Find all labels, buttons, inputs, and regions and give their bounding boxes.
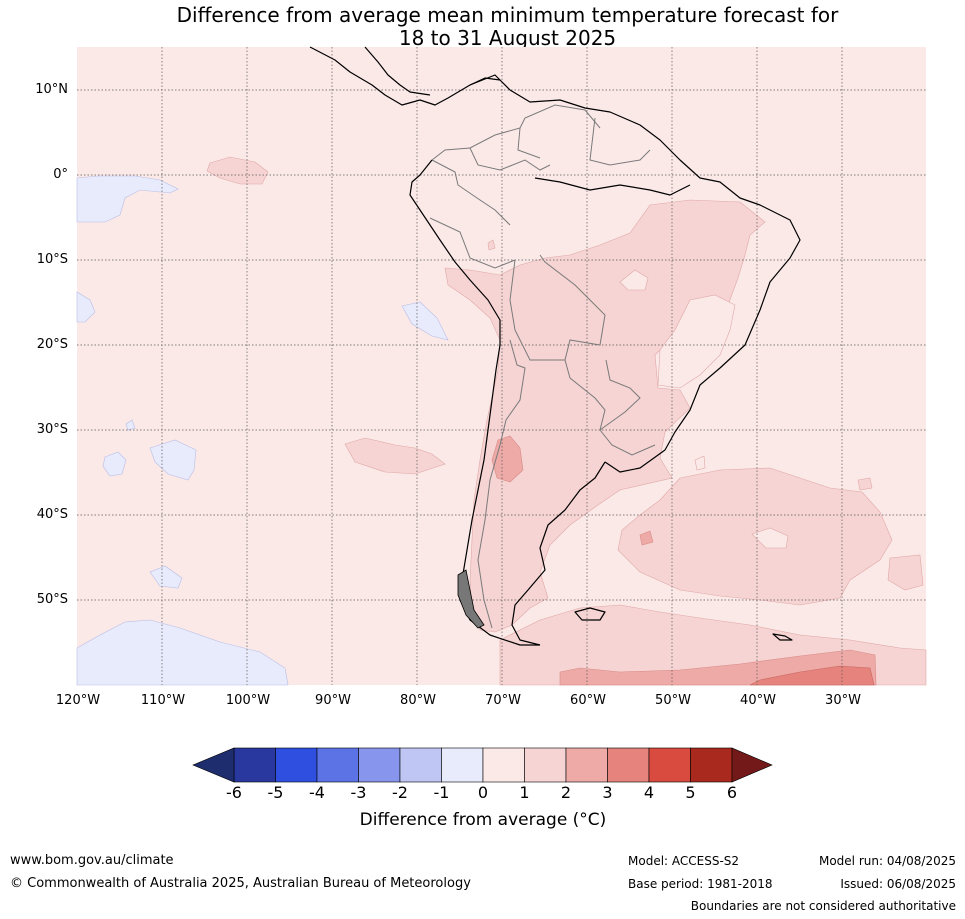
- colorbar-high-extend: [731, 747, 773, 783]
- colorbar-cell: [648, 747, 691, 783]
- lat-label-40s: 40°S: [36, 507, 68, 522]
- model-name: Model: ACCESS-S2: [628, 854, 740, 868]
- colorbar-low-extend: [192, 747, 235, 783]
- colorbar-tick-label: 4: [643, 783, 655, 802]
- cool-area-small-2: [102, 451, 127, 477]
- lon-label-40w: 40°W: [740, 693, 776, 708]
- warm-area-east-edge: [887, 554, 924, 591]
- colorbar-tick-label: 0: [477, 783, 489, 802]
- colorbar-tick-label: -6: [226, 783, 242, 802]
- lat-label-30s: 30°S: [36, 422, 68, 437]
- colorbar-tick-label: -4: [309, 783, 325, 802]
- forecast-map: [76, 46, 927, 686]
- lon-label-110w: 110°W: [140, 693, 186, 708]
- colorbar-cell: [690, 747, 733, 783]
- coast-caribbean: [364, 46, 431, 96]
- lat-label-10n: 10°N: [35, 82, 68, 97]
- colorbar-cell: [275, 747, 318, 783]
- cool-area-west-edge: [76, 291, 96, 323]
- cool-area-south-pacific: [76, 619, 289, 686]
- copyright-text: © Commonwealth of Australia 2025, Austra…: [10, 876, 471, 891]
- lat-label-20s: 20°S: [36, 337, 68, 352]
- warm-area-continent: [444, 199, 766, 633]
- hot-areas: [749, 665, 875, 686]
- colorbar-tick-label: -3: [350, 783, 367, 802]
- colorbar-tick-label: 2: [560, 783, 572, 802]
- website-link[interactable]: www.bom.gov.au/climate: [10, 853, 174, 868]
- model-run-date: Model run: 04/08/2025: [818, 854, 956, 868]
- strong-warm-atlantic: [639, 530, 654, 546]
- colorbar-tick-label: -5: [267, 783, 284, 802]
- neutral-hole-brazil: [657, 294, 736, 389]
- colorbar-tick-label: 6: [726, 783, 738, 802]
- colorbar-tick-label: 3: [602, 783, 613, 802]
- hot-area-southern-ocean: [749, 665, 875, 686]
- warm-area-equatorial-pacific: [206, 156, 269, 185]
- coast-south-georgia: [772, 633, 793, 641]
- country-borders: [429, 104, 656, 629]
- lat-label-0: 0°: [53, 167, 68, 182]
- boundaries-disclaimer: Boundaries are not considered authoritat…: [690, 899, 956, 913]
- coast-north-sa: [469, 74, 801, 473]
- lon-label-100w: 100°W: [225, 693, 271, 708]
- title-line-1: Difference from average mean minimum tem…: [176, 3, 839, 27]
- cool-area-small-3: [149, 565, 183, 589]
- colorbar-cell: [316, 747, 359, 783]
- lon-label-70w: 70°W: [485, 693, 521, 708]
- warm-area-pacific-35s: [344, 437, 446, 475]
- lon-label-90w: 90°W: [315, 693, 351, 708]
- warm-area-small-east: [857, 477, 873, 491]
- cool-area-pacific-30s: [149, 439, 197, 481]
- title-line-2: 18 to 31 August 2025: [398, 26, 617, 50]
- colorbar-cell: [607, 747, 650, 783]
- colorbar-tick-label: 5: [685, 783, 696, 802]
- neutral-holes: [619, 269, 789, 549]
- cool-area-equatorial: [76, 175, 179, 223]
- graticule: [77, 47, 926, 685]
- lon-label-30w: 30°W: [825, 693, 861, 708]
- colorbar-cell: [524, 747, 567, 783]
- colorbar-cell: [482, 747, 525, 783]
- base-period: Base period: 1981-2018: [628, 877, 773, 891]
- colorbar-title: Difference from average (°C): [359, 810, 607, 830]
- colorbar-cell: [441, 747, 484, 783]
- neutral-hole-3: [751, 527, 789, 549]
- lat-label-10s: 10°S: [36, 252, 68, 267]
- cool-area-small-1: [125, 419, 136, 431]
- lon-label-60w: 60°W: [570, 693, 606, 708]
- coast-amazon-river: [534, 177, 691, 196]
- colorbar-cell: [233, 747, 276, 783]
- issued-date: Issued: 06/08/2025: [840, 877, 956, 891]
- neutral-hole-2: [694, 455, 706, 471]
- neutral-hole-1: [619, 269, 649, 291]
- warm-area-small-north: [487, 239, 496, 251]
- colorbar-tick-label: -2: [392, 783, 408, 802]
- cool-area-peru-coast: [401, 301, 449, 341]
- lon-label-80w: 80°W: [400, 693, 436, 708]
- colorbar-tick-label: 1: [519, 783, 530, 802]
- lon-label-120w: 120°W: [55, 693, 101, 708]
- colorbar-cell: [565, 747, 608, 783]
- lon-label-50w: 50°W: [655, 693, 691, 708]
- chilean-islands: [457, 569, 485, 629]
- coast-falklands: [574, 607, 606, 621]
- colorbar-cell: [358, 747, 401, 783]
- lat-label-50s: 50°S: [36, 592, 68, 607]
- colorbar-tick-label: -1: [433, 783, 450, 802]
- colorbar-cell: [399, 747, 442, 783]
- coast-rio-plata: [511, 461, 606, 646]
- colorbar: [192, 747, 773, 783]
- map-title: Difference from average mean minimum tem…: [0, 4, 965, 50]
